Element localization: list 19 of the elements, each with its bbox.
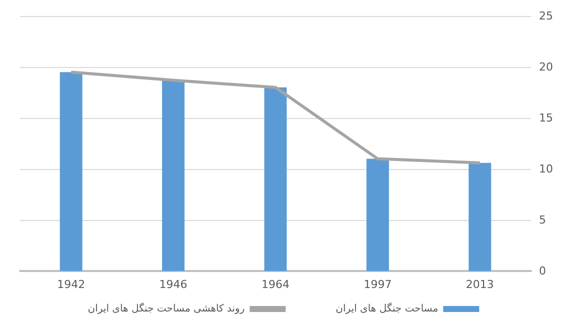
bar bbox=[264, 87, 287, 271]
bar bbox=[468, 162, 492, 271]
x-tick-label: 1997 bbox=[364, 278, 392, 291]
y-tick-label: 25 bbox=[539, 10, 553, 22]
bar bbox=[162, 80, 185, 271]
legend-label: مساحت جنگل های ایران bbox=[336, 302, 438, 314]
bar bbox=[60, 72, 82, 271]
y-tick-label: 15 bbox=[539, 112, 553, 124]
y-tick-label: 10 bbox=[539, 162, 553, 176]
x-tick-label: 2013 bbox=[466, 278, 494, 291]
y-tick-label: 0 bbox=[539, 264, 546, 278]
y-tick-label: 5 bbox=[539, 214, 546, 226]
x-tick-label: 1964 bbox=[262, 278, 290, 291]
bar bbox=[366, 158, 389, 271]
x-tick-label: 1946 bbox=[159, 278, 188, 291]
line-series bbox=[70, 70, 482, 164]
y-tick-label: 20 bbox=[539, 60, 553, 74]
x-tick-label: 1942 bbox=[57, 278, 86, 291]
legend-label: روند کاهشی مساحت جنگل های ایران bbox=[88, 302, 245, 314]
